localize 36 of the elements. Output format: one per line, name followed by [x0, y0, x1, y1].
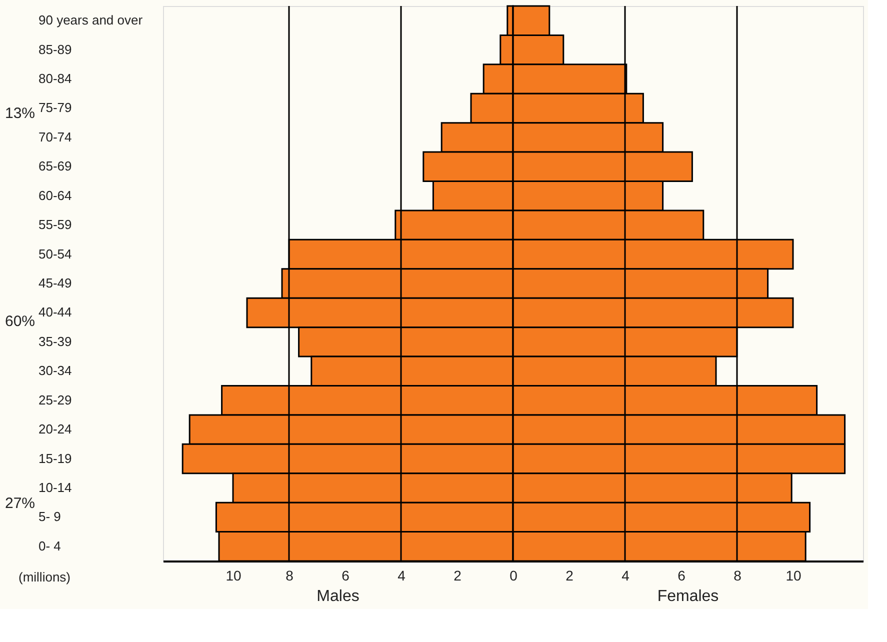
y-tick-label: 90 years and over: [38, 12, 144, 28]
y-tick-label: 5- 9: [38, 509, 61, 524]
x-tick-label: 8: [286, 568, 294, 584]
x-tick-label: 0: [510, 568, 518, 584]
x-axis-title: (millions): [18, 570, 70, 584]
y-tick-label: 40-44: [38, 304, 72, 320]
y-tick-label: 35-39: [38, 334, 72, 349]
y-tick-label: 80-84: [38, 71, 72, 86]
y-tick-label: 55-59: [38, 217, 72, 232]
y-tick-label: 0- 4: [38, 538, 61, 554]
y-tick-label: 10-14: [38, 480, 72, 495]
y-tick-label: 20-24: [38, 422, 72, 437]
series-label: Females: [657, 588, 719, 605]
y-tick-label: 15-19: [38, 450, 72, 466]
y-tick-label: 65-69: [38, 158, 72, 174]
x-tick-label: 8: [734, 568, 742, 584]
y-tick-label: 70-74: [38, 129, 72, 144]
y-tick-label: 75-79: [38, 100, 72, 116]
x-tick-label: 2: [454, 568, 462, 584]
x-tick-label: 2: [566, 568, 574, 584]
x-tick-label: 10: [786, 568, 802, 584]
series-label: Males: [316, 588, 360, 605]
x-tick-label: 6: [342, 568, 350, 584]
x-tick-label: 10: [226, 568, 242, 584]
y-tick-label: 30-34: [38, 363, 72, 378]
y-tick-label: 85-89: [38, 42, 72, 57]
y-tick-label: 25-29: [38, 392, 72, 408]
y-tick-label: 60-64: [38, 188, 72, 203]
x-tick-label: 4: [622, 568, 630, 584]
text: 27%: [5, 495, 36, 512]
x-tick-label: 6: [678, 568, 686, 584]
x-tick-label: 4: [398, 568, 406, 584]
text: 13%: [5, 105, 36, 122]
y-tick-label: 50-54: [38, 246, 72, 262]
text: 60%: [5, 313, 36, 330]
y-tick-label: 45-49: [38, 276, 72, 290]
